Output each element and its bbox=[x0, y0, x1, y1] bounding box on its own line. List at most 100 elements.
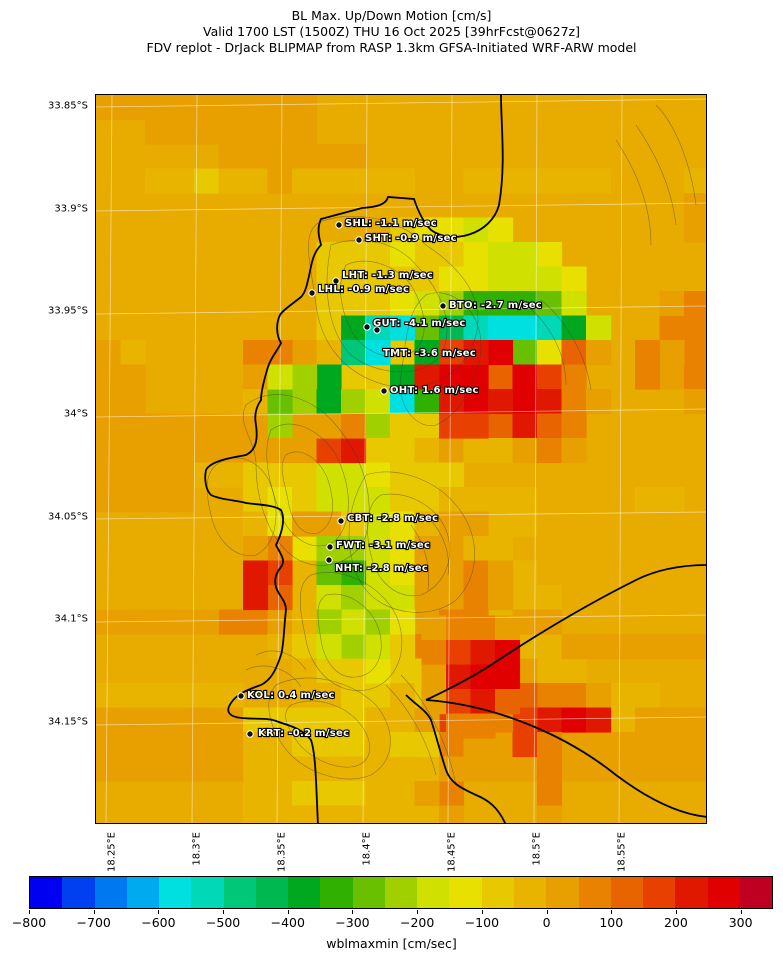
grid-cell bbox=[145, 462, 171, 488]
grid-cell bbox=[169, 732, 195, 758]
grid-cell bbox=[316, 511, 342, 537]
grid-cell bbox=[267, 585, 293, 611]
lat-label-34: 34°S bbox=[63, 408, 88, 420]
grid-cell bbox=[684, 389, 706, 415]
grid-cell bbox=[316, 756, 342, 782]
station-marker-nht[interactable] bbox=[325, 556, 333, 564]
station-marker-krt[interactable] bbox=[246, 730, 254, 738]
station-marker-lht[interactable] bbox=[332, 277, 340, 285]
grid-cell bbox=[341, 756, 367, 782]
colorbar-tick-label: −400 bbox=[270, 915, 305, 930]
station-marker-kol[interactable] bbox=[237, 692, 245, 700]
grid-cell bbox=[96, 364, 122, 390]
grid-cell bbox=[243, 511, 269, 537]
grid-cell bbox=[169, 756, 195, 782]
station-marker-fwt[interactable] bbox=[326, 543, 334, 551]
grid-cell bbox=[512, 732, 538, 758]
station-marker-bto[interactable] bbox=[439, 302, 447, 310]
grid-cell bbox=[537, 756, 563, 782]
grid-cell bbox=[267, 438, 293, 464]
grid-cell bbox=[316, 732, 342, 758]
grid-cell bbox=[194, 707, 220, 733]
grid-cell bbox=[365, 707, 391, 733]
grid-cell bbox=[96, 389, 122, 415]
grid-cell bbox=[439, 413, 465, 439]
grid-cell bbox=[341, 781, 367, 807]
grid-cell bbox=[463, 487, 489, 513]
station-markers: SHL: -1.1 m/sec SHT: -0.9 m/sec LHT: -1.3 … bbox=[237, 217, 543, 740]
grid-cell bbox=[414, 536, 440, 562]
grid-cell bbox=[635, 340, 661, 366]
grid-cell bbox=[390, 634, 416, 660]
grid-cell bbox=[365, 291, 391, 317]
grid-cell bbox=[561, 732, 587, 758]
station-marker-gut[interactable] bbox=[363, 323, 371, 331]
station-marker-sht[interactable] bbox=[355, 236, 363, 244]
grid-cell bbox=[292, 805, 318, 823]
colorbar-segment bbox=[739, 877, 773, 908]
grid-cell bbox=[316, 168, 342, 194]
grid-cell bbox=[390, 217, 416, 243]
coastline bbox=[204, 95, 706, 823]
grid-cell bbox=[390, 389, 416, 415]
grid-cell bbox=[512, 389, 538, 415]
grid-cell bbox=[659, 732, 685, 758]
grid-cell bbox=[537, 340, 563, 366]
grid-cell bbox=[292, 340, 318, 366]
grid-cell bbox=[365, 585, 391, 611]
grid-cell bbox=[169, 168, 195, 194]
grid-cell bbox=[488, 487, 514, 513]
grid-cell bbox=[292, 609, 318, 635]
grid-cell bbox=[586, 732, 612, 758]
grid-cell bbox=[218, 609, 244, 635]
grid-cell bbox=[512, 585, 538, 611]
grid-cell bbox=[316, 364, 342, 390]
grid-cell bbox=[341, 144, 367, 170]
grid-cell bbox=[684, 168, 706, 194]
grid-cell bbox=[537, 389, 563, 415]
grid-cell bbox=[586, 634, 612, 660]
grid-cell bbox=[218, 144, 244, 170]
station-marker-shl[interactable] bbox=[335, 221, 343, 229]
grid-cell bbox=[586, 389, 612, 415]
grid-cell bbox=[267, 144, 293, 170]
grid-cell bbox=[365, 487, 391, 513]
grid-cell bbox=[561, 364, 587, 390]
grid-cell bbox=[218, 168, 244, 194]
station-marker-tmt[interactable] bbox=[373, 326, 381, 334]
grid-cell bbox=[194, 756, 220, 782]
grid-cell bbox=[463, 438, 489, 464]
station-marker-cbt[interactable] bbox=[337, 517, 345, 525]
grid-cell bbox=[120, 756, 146, 782]
grid-cell bbox=[292, 438, 318, 464]
grid-cell bbox=[341, 658, 367, 684]
map-title-line-3: FDV replot - DrJack BLIPMAP from RASP 1.… bbox=[146, 40, 637, 55]
station-label-tmt: TMT: -3.6 m/sec bbox=[383, 348, 476, 359]
grid-cell bbox=[390, 364, 416, 390]
station-marker-oht[interactable] bbox=[380, 387, 388, 395]
grid-cell bbox=[439, 389, 465, 415]
grid-cell bbox=[512, 291, 538, 317]
grid-cell bbox=[365, 658, 391, 684]
grid-cell bbox=[341, 168, 367, 194]
grid-cell bbox=[446, 640, 472, 666]
grid-cell bbox=[292, 781, 318, 807]
colorbar bbox=[29, 876, 773, 909]
station-marker-lhl[interactable] bbox=[308, 289, 316, 297]
grid-cell bbox=[495, 664, 521, 690]
grid-cell bbox=[463, 242, 489, 268]
grid-cell bbox=[365, 462, 391, 488]
grid-cell bbox=[684, 634, 706, 660]
colorbar-tick bbox=[29, 910, 30, 914]
grid-cell bbox=[267, 781, 293, 807]
colorbar-segment bbox=[62, 877, 95, 908]
grid-cell bbox=[537, 242, 563, 268]
grid-cell bbox=[684, 707, 706, 733]
grid-cell bbox=[635, 487, 661, 513]
grid-cell bbox=[390, 487, 416, 513]
graticule bbox=[96, 95, 706, 823]
colorbar-segment bbox=[352, 877, 385, 908]
grid-cell bbox=[120, 364, 146, 390]
colorbar-segment bbox=[610, 877, 644, 908]
lon-label-18-35: 18.35°E bbox=[276, 832, 288, 872]
